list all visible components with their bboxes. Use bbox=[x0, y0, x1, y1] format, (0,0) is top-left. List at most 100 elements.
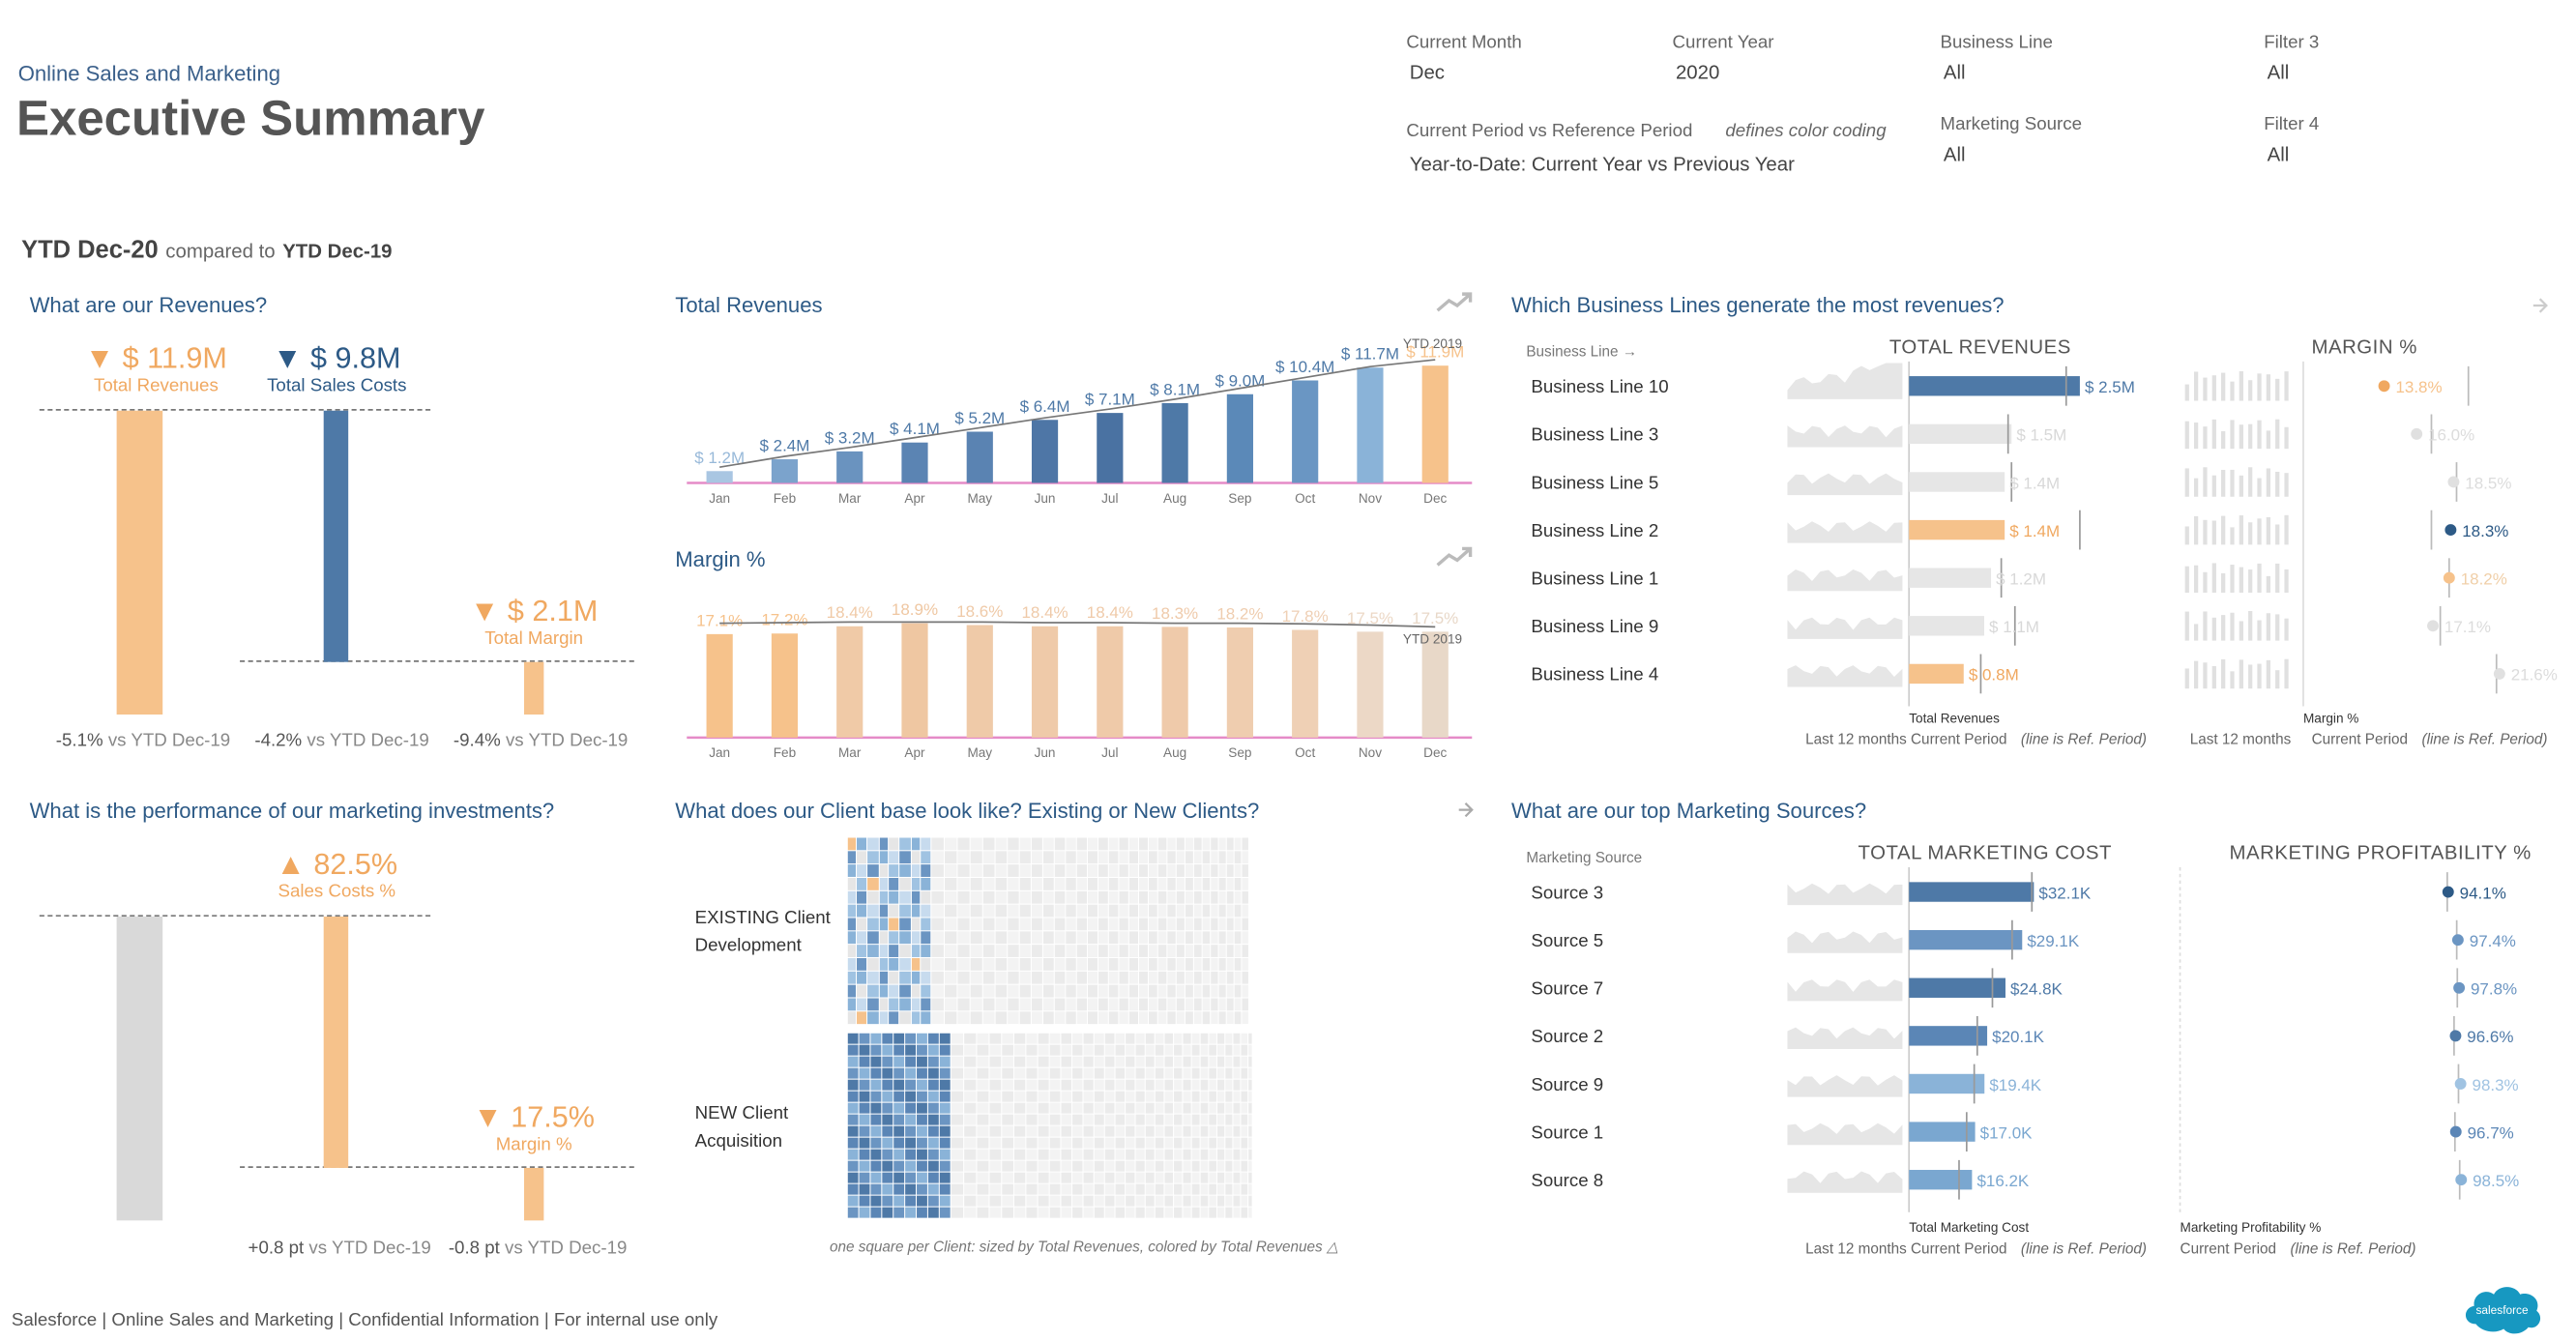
row-label[interactable]: Business Line 4 bbox=[1531, 664, 1658, 685]
filter-current-month[interactable]: Current Month Dec bbox=[1406, 33, 1521, 84]
bar[interactable] bbox=[1031, 420, 1059, 483]
client-square bbox=[847, 877, 856, 890]
row-label[interactable]: Business Line 10 bbox=[1531, 376, 1668, 396]
client-square bbox=[859, 1033, 870, 1044]
bar[interactable] bbox=[1909, 1073, 1985, 1094]
bar[interactable] bbox=[1909, 616, 1984, 636]
bar[interactable] bbox=[1909, 663, 1964, 685]
bar[interactable] bbox=[1909, 882, 2034, 902]
margin-dot[interactable] bbox=[2378, 380, 2390, 393]
row-label[interactable]: Business Line 1 bbox=[1531, 568, 1658, 588]
profit-dot[interactable] bbox=[2442, 886, 2454, 898]
filter-current-year[interactable]: Current Year 2020 bbox=[1673, 33, 1774, 84]
row-label[interactable]: Source 5 bbox=[1531, 930, 1603, 950]
bar[interactable] bbox=[1097, 626, 1124, 738]
profit-dot[interactable] bbox=[2449, 1125, 2462, 1138]
filter-3[interactable]: Filter 3 All bbox=[2264, 33, 2319, 84]
row-label[interactable]: Business Line 3 bbox=[1531, 424, 1658, 445]
bar[interactable] bbox=[1226, 394, 1253, 483]
bar[interactable] bbox=[1357, 631, 1384, 738]
bar[interactable] bbox=[706, 471, 733, 483]
filter-4[interactable]: Filter 4 All bbox=[2264, 115, 2319, 166]
bar[interactable] bbox=[1226, 627, 1253, 738]
bar[interactable] bbox=[706, 633, 733, 738]
bar[interactable] bbox=[1909, 1122, 1976, 1142]
filter-period-comparison[interactable]: Current Period vs Reference Period define… bbox=[1406, 115, 1886, 176]
sparkline bbox=[1787, 473, 1903, 496]
bar[interactable] bbox=[771, 459, 799, 483]
profit-dot[interactable] bbox=[2451, 934, 2464, 947]
bar[interactable] bbox=[1909, 568, 1992, 588]
bar[interactable] bbox=[1421, 631, 1449, 738]
client-square bbox=[882, 1114, 893, 1125]
bar[interactable] bbox=[1292, 629, 1319, 738]
trend-up-icon[interactable] bbox=[1434, 545, 1477, 568]
row-label[interactable]: Source 3 bbox=[1531, 882, 1603, 902]
client-square bbox=[1042, 931, 1054, 945]
marketing-source-header[interactable]: Marketing Source bbox=[1526, 849, 1643, 866]
client-square bbox=[1167, 984, 1176, 998]
bar[interactable] bbox=[1909, 519, 2005, 540]
row-label[interactable]: Source 7 bbox=[1531, 978, 1603, 999]
profit-dot[interactable] bbox=[2455, 1174, 2468, 1186]
profit-label: 97.4% bbox=[2470, 932, 2516, 950]
row-label[interactable]: Business Line 2 bbox=[1531, 520, 1658, 540]
profit-dot[interactable] bbox=[2454, 1078, 2467, 1090]
bar[interactable] bbox=[1421, 365, 1449, 483]
client-square bbox=[921, 890, 931, 904]
profit-dot[interactable] bbox=[2449, 1030, 2462, 1042]
margin-dot[interactable] bbox=[2444, 524, 2457, 537]
bar[interactable] bbox=[1909, 929, 2023, 950]
client-square bbox=[1031, 984, 1042, 998]
bar[interactable] bbox=[1909, 423, 2012, 445]
row-label[interactable]: Source 8 bbox=[1531, 1170, 1603, 1190]
bar[interactable] bbox=[966, 431, 993, 483]
row-label[interactable]: Business Line 5 bbox=[1531, 472, 1658, 492]
bar[interactable] bbox=[1909, 1170, 1973, 1190]
profit-dot[interactable] bbox=[2453, 981, 2466, 994]
client-square bbox=[1135, 1079, 1145, 1091]
client-square bbox=[1248, 1149, 1252, 1160]
bar[interactable] bbox=[1909, 1026, 1988, 1046]
business-line-header[interactable]: Business Line → bbox=[1526, 343, 1638, 361]
arrow-right-icon[interactable] bbox=[1455, 800, 1475, 819]
margin-chart: 17.1%Jan17.2%Feb18.4%Mar18.9%Apr18.6%May… bbox=[687, 600, 1473, 760]
margin-dot[interactable] bbox=[2443, 571, 2455, 584]
filter-marketing-source[interactable]: Marketing Source All bbox=[1940, 115, 2081, 166]
bar[interactable] bbox=[836, 451, 864, 483]
client-square bbox=[1191, 1149, 1200, 1160]
row-label[interactable]: Business Line 9 bbox=[1531, 616, 1658, 636]
bar[interactable] bbox=[1909, 376, 2080, 396]
arrow-right-icon[interactable] bbox=[2530, 296, 2549, 315]
row-label[interactable]: Source 9 bbox=[1531, 1074, 1603, 1094]
bar[interactable] bbox=[1161, 402, 1188, 483]
margin-dot[interactable] bbox=[2493, 667, 2505, 680]
margin-dot[interactable] bbox=[2427, 620, 2439, 632]
bar[interactable] bbox=[836, 626, 864, 738]
bar[interactable] bbox=[1357, 367, 1384, 483]
margin-dot[interactable] bbox=[2447, 476, 2460, 488]
bar[interactable] bbox=[901, 442, 928, 483]
margin-dot[interactable] bbox=[2411, 427, 2423, 440]
client-square bbox=[977, 1044, 989, 1056]
bar[interactable] bbox=[1909, 977, 2005, 998]
bar[interactable] bbox=[1292, 380, 1319, 483]
trend-up-icon[interactable] bbox=[1434, 291, 1477, 314]
bar[interactable] bbox=[1031, 626, 1059, 738]
bar[interactable] bbox=[771, 633, 799, 738]
bar[interactable] bbox=[901, 623, 928, 738]
client-square bbox=[1233, 1207, 1241, 1218]
filter-business-line[interactable]: Business Line All bbox=[1940, 33, 2052, 84]
bar[interactable] bbox=[966, 625, 993, 738]
client-square bbox=[1002, 1172, 1013, 1183]
client-square bbox=[1108, 864, 1119, 877]
row-label[interactable]: Source 2 bbox=[1531, 1026, 1603, 1046]
salesforce-logo[interactable]: salesforce bbox=[2459, 1278, 2544, 1337]
client-square bbox=[1241, 1183, 1248, 1195]
client-square bbox=[1031, 918, 1042, 931]
bar[interactable] bbox=[1909, 472, 2005, 492]
bar[interactable] bbox=[1161, 627, 1188, 738]
bar[interactable] bbox=[1097, 413, 1124, 483]
client-square bbox=[989, 1149, 1002, 1160]
row-label[interactable]: Source 1 bbox=[1531, 1122, 1603, 1142]
